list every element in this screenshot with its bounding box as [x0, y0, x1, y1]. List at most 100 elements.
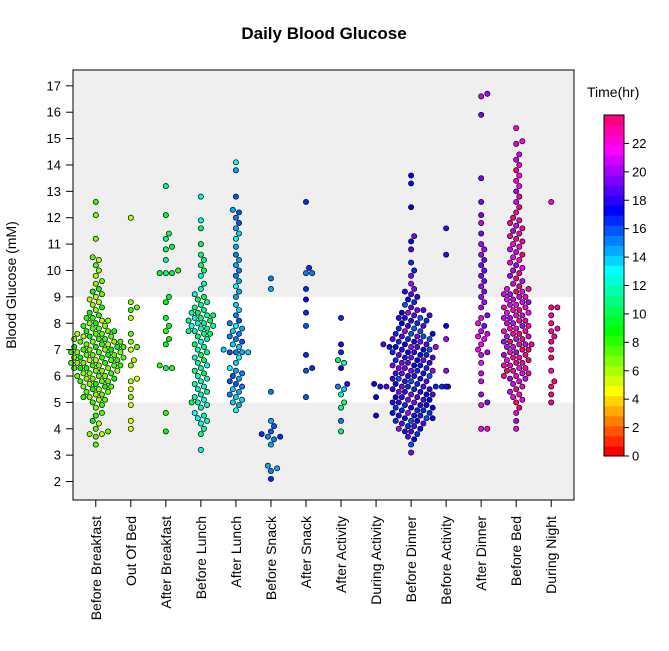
glucose-point: [408, 354, 415, 361]
glucose-point: [426, 346, 433, 353]
glucose-point: [398, 420, 405, 427]
y-tick-label: 7: [54, 342, 61, 357]
glucose-point: [98, 409, 105, 416]
glucose-point: [105, 328, 112, 335]
glucose-point: [92, 425, 99, 432]
y-tick-label: 5: [54, 395, 61, 410]
glucose-point: [417, 388, 424, 395]
glucose-point: [426, 396, 433, 403]
glucose-point: [303, 198, 309, 205]
glucose-point: [551, 333, 558, 340]
glucose-point: [395, 412, 402, 419]
glucose-point: [236, 307, 242, 314]
legend-swatch: [604, 305, 624, 316]
glucose-point: [513, 177, 520, 184]
glucose-point: [156, 362, 163, 369]
glucose-point: [226, 320, 233, 327]
glucose-point: [405, 349, 411, 356]
glucose-point: [98, 317, 105, 324]
glucose-point: [420, 307, 427, 314]
glucose-point: [134, 344, 140, 350]
glucose-point: [411, 436, 418, 443]
glucose-point: [83, 388, 90, 395]
glucose-point: [408, 272, 415, 279]
glucose-point: [77, 338, 84, 345]
glucose-point: [525, 357, 532, 364]
glucose-point: [522, 293, 529, 300]
glucose-point: [127, 307, 134, 314]
glucose-point: [105, 388, 112, 395]
glucose-point: [83, 365, 90, 372]
glucose-point: [395, 351, 402, 358]
glucose-point: [271, 436, 277, 443]
glucose-point: [478, 370, 485, 377]
glucose-point: [548, 320, 555, 327]
glucose-point: [395, 399, 402, 406]
glucose-point: [86, 309, 93, 316]
x-tick-label: Before Activity: [438, 516, 454, 605]
glucose-point: [478, 402, 485, 408]
glucose-point: [185, 317, 192, 324]
glucose-point: [408, 441, 415, 448]
glucose-point: [303, 394, 309, 401]
glucose-point: [516, 293, 523, 300]
glucose-point: [392, 370, 399, 377]
glucose-point: [232, 322, 239, 329]
legend-swatch: [604, 425, 624, 437]
glucose-point: [191, 380, 198, 387]
glucose-point: [204, 417, 210, 424]
glucose-point: [226, 391, 233, 398]
glucose-point: [423, 415, 430, 422]
glucose-point: [232, 167, 239, 174]
glucose-point: [405, 433, 411, 440]
glucose-point: [516, 217, 523, 224]
glucose-point: [484, 399, 491, 406]
glucose-point: [513, 125, 520, 131]
glucose-point: [95, 325, 102, 332]
glucose-point: [522, 365, 529, 372]
glucose-point: [513, 198, 520, 205]
glucose-point: [92, 357, 99, 364]
glucose-point: [522, 317, 529, 324]
glucose-point: [236, 230, 242, 237]
glucose-point: [194, 309, 201, 316]
glucose-point: [191, 409, 198, 416]
glucose-point: [80, 333, 87, 340]
glucose-point: [414, 431, 421, 437]
glucose-point: [80, 370, 87, 377]
glucose-point: [513, 275, 520, 282]
glucose-point: [548, 198, 555, 205]
glucose-point: [77, 378, 84, 385]
glucose-point: [191, 304, 198, 311]
glucose-point: [516, 391, 523, 398]
glucose-point: [504, 344, 510, 350]
glucose-point: [443, 251, 450, 258]
glucose-point: [194, 333, 201, 340]
glucose-point: [392, 417, 399, 424]
glucose-point: [525, 346, 532, 353]
glucose-point: [338, 428, 344, 435]
glucose-point: [98, 341, 105, 348]
glucose-point: [232, 394, 239, 401]
glucose-point: [341, 399, 348, 406]
glucose-point: [232, 251, 239, 258]
glucose-point: [411, 362, 418, 369]
glucose-point: [207, 330, 214, 337]
glucose-point: [191, 367, 198, 374]
legend-swatch: [604, 225, 624, 236]
glucose-point: [389, 349, 396, 356]
glucose-point: [478, 251, 485, 258]
glucose-point: [83, 375, 90, 382]
glucose-point: [414, 307, 421, 314]
glucose-point: [519, 396, 526, 403]
glucose-point: [423, 365, 430, 372]
legend-swatch: [604, 185, 624, 196]
glucose-point: [373, 412, 380, 419]
glucose-point: [420, 407, 427, 414]
glucose-point: [408, 246, 415, 253]
glucose-point: [197, 351, 204, 358]
glucose-point: [510, 227, 517, 234]
glucose-point: [481, 299, 488, 306]
glucose-point: [417, 328, 424, 335]
